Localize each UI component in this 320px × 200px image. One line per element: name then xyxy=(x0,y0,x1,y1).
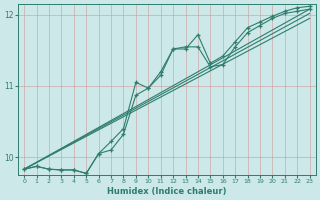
X-axis label: Humidex (Indice chaleur): Humidex (Indice chaleur) xyxy=(107,187,227,196)
